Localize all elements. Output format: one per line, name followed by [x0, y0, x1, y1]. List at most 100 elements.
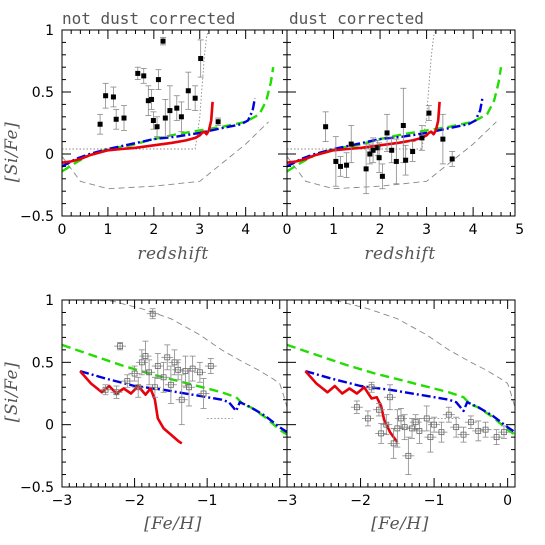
y-tick-label: 0: [45, 418, 54, 434]
x-tick-label: 4: [241, 222, 250, 238]
data-point: [464, 415, 477, 429]
marker-square: [384, 130, 390, 136]
marker-square: [426, 110, 432, 116]
data-point: [175, 374, 188, 426]
marker-square: [338, 163, 344, 169]
data-point: [376, 142, 383, 174]
marker-square-open: [207, 363, 214, 369]
marker-square: [375, 145, 381, 151]
data-point: [383, 384, 396, 411]
plot-area: [62, 30, 275, 190]
x-tick-label: 3: [195, 222, 204, 238]
data-point: [425, 105, 432, 121]
y-tick-label: 1: [45, 23, 54, 39]
data-point: [204, 358, 217, 374]
data-point: [361, 410, 374, 427]
marker-square: [155, 77, 161, 83]
data-point: [172, 359, 185, 381]
plot-frame: [286, 299, 516, 488]
marker-square-open: [493, 434, 500, 441]
data-point: [114, 341, 127, 351]
data-point: [140, 68, 147, 84]
marker-square-open: [167, 381, 174, 388]
marker-square-open: [353, 404, 360, 411]
marker-square-open: [131, 370, 138, 377]
marker-square-open: [200, 390, 207, 397]
marker-square-open: [438, 429, 445, 436]
y-tick-label: −0.5: [20, 480, 54, 496]
x-tick-label: −3: [52, 493, 73, 509]
x-tick-label: 1: [329, 222, 338, 238]
marker-square-open: [376, 406, 382, 413]
data-point: [128, 365, 141, 382]
marker-square-open: [152, 384, 158, 391]
series-line-gray-dotted: [287, 30, 437, 150]
marker-square-open: [453, 424, 460, 431]
marker-square-open: [102, 386, 109, 393]
marker-square: [333, 158, 339, 164]
data-point: [365, 381, 378, 393]
marker-square: [376, 155, 382, 161]
series-line-red-solid: [287, 101, 441, 164]
marker-square: [363, 166, 369, 172]
marker-square-open: [113, 389, 120, 396]
y-axis-title-bottom: [Si/Fe]: [2, 362, 22, 423]
data-point: [384, 113, 391, 152]
marker-square: [419, 135, 425, 141]
data-point: [148, 376, 161, 398]
x-tick-label: −2: [124, 493, 145, 509]
marker-square: [154, 124, 160, 130]
marker-square: [410, 149, 416, 155]
data-point: [388, 137, 395, 164]
data-point: [151, 353, 164, 379]
data-point: [143, 359, 156, 386]
marker-square: [403, 157, 409, 163]
x-tick-label: 4: [469, 222, 478, 238]
marker-square-open: [368, 384, 375, 391]
marker-square: [178, 114, 184, 120]
series-line-red-solid: [62, 101, 214, 164]
data-point: [366, 143, 373, 165]
marker-square: [141, 73, 147, 79]
marker-square-open: [401, 424, 408, 431]
marker-square: [440, 136, 446, 142]
series-line-red-solid: [304, 370, 399, 443]
marker-square: [149, 96, 155, 102]
x-tick-label: 3: [422, 222, 431, 238]
data-point: [428, 416, 441, 433]
marker-square-open: [423, 415, 430, 422]
data-point: [197, 378, 210, 409]
data-point: [157, 361, 170, 393]
x-tick-label: 0: [283, 222, 292, 238]
marker-square: [135, 70, 141, 76]
marker-square-open: [117, 343, 123, 350]
marker-square-open: [387, 394, 393, 401]
marker-square-open: [164, 354, 171, 361]
marker-square-open: [146, 369, 152, 376]
series-line-gray-dashed: [80, 300, 287, 408]
marker-square-open: [171, 359, 178, 366]
series-line-green-dashed: [62, 343, 287, 436]
data-point: [99, 384, 112, 396]
data-point: [420, 405, 433, 432]
marker-square-open: [182, 368, 189, 374]
data-point: [449, 151, 456, 167]
marker-square-open: [467, 419, 474, 426]
marker-square-open: [482, 426, 489, 433]
marker-square-open: [431, 421, 437, 428]
series-line-gray-dashed: [287, 121, 497, 190]
data-point: [121, 374, 134, 388]
plot-frame: [61, 29, 288, 217]
data-point: [350, 400, 363, 414]
data-point: [370, 137, 377, 164]
panel-top-left: 0 1 2 3 4−0.500.51: [20, 23, 288, 238]
plot-area: [287, 30, 503, 195]
series-line-gray-dashed: [62, 121, 269, 190]
data-point: [424, 421, 437, 453]
panel-bottom-right: −3 −2 −1 0: [277, 299, 516, 509]
marker-square: [393, 158, 399, 164]
data-point: [375, 423, 388, 444]
y-tick-label: 0.5: [32, 85, 54, 101]
x-tick-label: 0: [58, 222, 67, 238]
